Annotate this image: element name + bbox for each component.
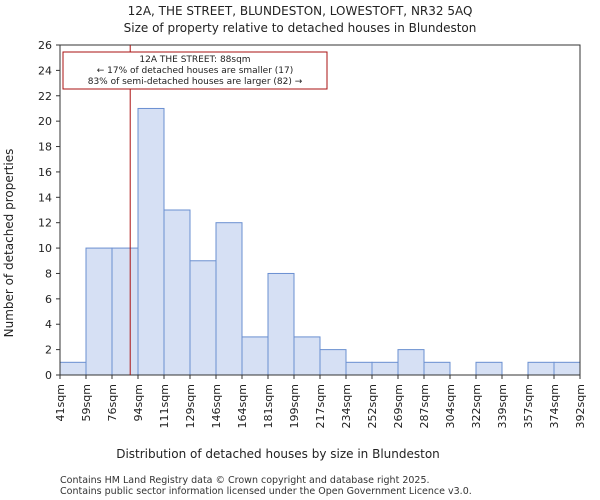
- x-tick-label: 357sqm: [522, 384, 535, 428]
- x-tick-label: 111sqm: [158, 384, 171, 428]
- bar-199sqm: [293, 336, 321, 376]
- annotation-box: [62, 51, 328, 90]
- bar-217sqm: [319, 349, 347, 376]
- bar-269sqm: [397, 349, 425, 376]
- y-tick-label: 26: [38, 39, 52, 52]
- bar-111sqm: [163, 209, 191, 376]
- y-tick-label: 22: [38, 90, 52, 103]
- bar-146sqm: [215, 222, 243, 376]
- y-tick-label: 8: [45, 267, 52, 280]
- bar-234sqm: [345, 361, 373, 376]
- bar-252sqm: [371, 361, 399, 376]
- y-tick-label: 24: [38, 64, 52, 77]
- bar-374sqm: [553, 361, 581, 376]
- bar-287sqm: [423, 361, 451, 376]
- y-tick-label: 14: [38, 191, 52, 204]
- bar-76sqm: [111, 247, 139, 376]
- y-tick-label: 0: [45, 369, 52, 382]
- bar-164sqm: [241, 336, 269, 376]
- y-tick-label: 6: [45, 293, 52, 306]
- footer-line-2: Contains public sector information licen…: [60, 486, 472, 497]
- y-tick-label: 2: [45, 344, 52, 357]
- annotation-line-1: 12A THE STREET: 88sqm: [139, 55, 250, 65]
- x-tick-label: 392sqm: [574, 384, 587, 428]
- x-tick-label: 129sqm: [184, 384, 197, 428]
- bars-group: [59, 107, 581, 376]
- x-tick-label: 146sqm: [210, 384, 223, 428]
- y-tick-label: 12: [38, 217, 52, 230]
- annotation-line-3: 83% of semi-detached houses are larger (…: [88, 77, 303, 87]
- y-tick-label: 18: [38, 141, 52, 154]
- x-tick-label: 76sqm: [106, 384, 119, 421]
- annotation-line-2: ← 17% of detached houses are smaller (17…: [97, 66, 294, 76]
- y-tick-label: 20: [38, 115, 52, 128]
- bar-59sqm: [85, 247, 113, 376]
- x-tick-label: 217sqm: [314, 384, 327, 428]
- x-tick-label: 339sqm: [496, 384, 509, 428]
- bar-94sqm: [137, 107, 165, 376]
- bar-129sqm: [189, 260, 217, 376]
- x-tick-label: 304sqm: [444, 384, 457, 428]
- y-tick-label: 16: [38, 166, 52, 179]
- x-axis-label: Distribution of detached houses by size …: [116, 447, 440, 461]
- chart-subtitle: Size of property relative to detached ho…: [124, 21, 477, 35]
- bar-181sqm: [267, 272, 295, 376]
- x-tick-label: 199sqm: [288, 384, 301, 428]
- x-tick-label: 234sqm: [340, 384, 353, 428]
- chart-title: 12A, THE STREET, BLUNDESTON, LOWESTOFT, …: [128, 4, 473, 18]
- x-axis: 41sqm 59sqm 76sqm 94sqm 111sqm 129sqm 146sqm 16…: [54, 375, 587, 428]
- x-tick-label: 322sqm: [470, 384, 483, 428]
- x-tick-label: 269sqm: [392, 384, 405, 428]
- x-tick-label: 59sqm: [80, 384, 93, 421]
- bar-41sqm: [59, 361, 87, 376]
- x-tick-label: 252sqm: [366, 384, 379, 428]
- plot-frame: [59, 44, 581, 376]
- y-axis-label: Number of detached properties: [2, 149, 16, 338]
- x-tick-label: 41sqm: [54, 384, 67, 421]
- x-tick-label: 287sqm: [418, 384, 431, 428]
- x-tick-label: 164sqm: [236, 384, 249, 428]
- y-tick-label: 10: [38, 242, 52, 255]
- y-tick-label: 4: [45, 318, 52, 331]
- x-tick-label: 374sqm: [548, 384, 561, 428]
- bar-322sqm: [475, 361, 503, 376]
- x-tick-label: 181sqm: [262, 384, 275, 428]
- footer-line-1: Contains HM Land Registry data © Crown c…: [60, 475, 430, 486]
- x-tick-label: 94sqm: [132, 384, 145, 421]
- bar-357sqm: [527, 361, 555, 376]
